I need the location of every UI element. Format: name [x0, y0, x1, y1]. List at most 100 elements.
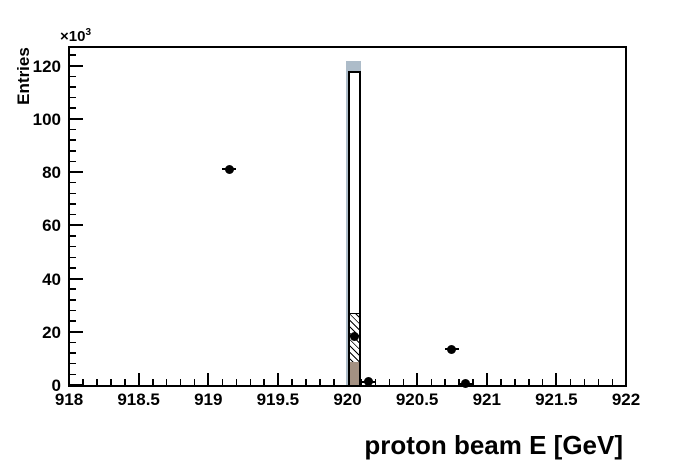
- x-minor-tick: [249, 379, 252, 385]
- histogram-bar-hatched: [349, 313, 360, 385]
- y-minor-tick: [69, 86, 76, 88]
- x-major-tick: [485, 373, 488, 385]
- y-minor-tick: [69, 362, 76, 365]
- x-minor-tick: [110, 379, 112, 385]
- y-minor-tick: [69, 150, 76, 152]
- x-minor-tick: [221, 379, 224, 385]
- x-minor-tick: [319, 379, 321, 385]
- y-major-tick: [69, 277, 83, 280]
- y-minor-tick: [69, 54, 76, 56]
- x-minor-tick: [82, 379, 84, 385]
- y-minor-tick: [69, 192, 76, 195]
- x-minor-tick: [124, 379, 126, 385]
- x-minor-tick: [235, 379, 238, 385]
- y-major-tick: [69, 171, 83, 174]
- y-minor-tick: [69, 245, 76, 248]
- x-minor-tick: [388, 379, 391, 385]
- y-minor-tick: [69, 96, 76, 99]
- x-axis-title: proton beam E [GeV]: [364, 430, 623, 460]
- x-minor-tick: [430, 379, 433, 385]
- y-tick-label: 40: [42, 269, 61, 289]
- x-tick-label: 920: [333, 390, 362, 409]
- y-axis-scale-label: ×103: [60, 27, 91, 45]
- x-minor-tick: [514, 379, 516, 385]
- y-minor-tick: [69, 309, 76, 312]
- x-tick-label: 918.5: [117, 390, 160, 409]
- y-minor-tick: [69, 320, 76, 322]
- x-major-tick: [276, 373, 279, 385]
- y-minor-tick: [69, 341, 76, 344]
- x-minor-tick: [611, 379, 614, 385]
- y-minor-tick: [69, 203, 76, 205]
- data-point-marker: [447, 344, 457, 354]
- x-tick-label: 922: [611, 390, 641, 409]
- y-minor-tick: [69, 256, 76, 258]
- x-minor-tick: [179, 379, 182, 385]
- y-minor-tick: [69, 107, 76, 109]
- x-minor-tick: [472, 379, 474, 385]
- x-minor-tick: [583, 379, 586, 385]
- y-major-tick: [69, 117, 83, 120]
- y-minor-tick: [69, 139, 76, 141]
- data-point-marker: [224, 164, 234, 174]
- x-major-tick: [555, 373, 558, 385]
- x-minor-tick: [500, 379, 502, 385]
- y-minor-tick: [69, 235, 76, 237]
- x-minor-tick: [333, 379, 335, 385]
- x-minor-tick: [193, 379, 196, 385]
- x-minor-tick: [165, 379, 168, 385]
- x-major-tick: [137, 373, 140, 385]
- x-minor-tick: [458, 379, 460, 385]
- y-major-tick: [69, 330, 83, 333]
- x-tick-label: 921: [472, 390, 501, 409]
- x-minor-tick: [374, 379, 377, 385]
- y-minor-tick: [69, 128, 76, 131]
- y-tick-label: 120: [32, 56, 61, 76]
- data-point-marker: [363, 377, 373, 387]
- y-tick-label: 80: [42, 163, 61, 183]
- x-major-tick: [207, 373, 210, 385]
- x-minor-tick: [569, 379, 572, 385]
- y-minor-tick: [69, 75, 76, 78]
- y-major-tick: [69, 64, 83, 67]
- y-minor-tick: [69, 267, 76, 269]
- y-minor-tick: [69, 213, 76, 216]
- scale-base: ×10: [60, 28, 86, 45]
- x-minor-tick: [291, 379, 293, 385]
- y-minor-tick: [69, 160, 76, 163]
- y-tick-label: 100: [32, 109, 61, 129]
- x-minor-tick: [305, 379, 307, 385]
- data-point-marker: [461, 379, 471, 389]
- y-minor-tick: [69, 288, 76, 290]
- data-point-marker: [349, 331, 359, 341]
- x-minor-tick: [96, 379, 98, 385]
- x-minor-tick: [263, 379, 265, 385]
- y-minor-tick: [69, 373, 76, 376]
- x-minor-tick: [541, 379, 544, 385]
- histogram-bar-white-outlined: [347, 70, 362, 385]
- x-tick-label: 919.5: [256, 390, 300, 409]
- y-minor-tick: [69, 299, 76, 301]
- x-major-tick: [416, 373, 419, 385]
- y-tick-label: 0: [51, 376, 61, 395]
- histogram-bar-tan-filled: [349, 361, 360, 385]
- x-tick-label: 918: [54, 390, 84, 409]
- x-minor-tick: [152, 379, 154, 385]
- x-minor-tick: [402, 379, 405, 385]
- y-major-tick: [69, 224, 83, 227]
- y-axis-title: Entries: [14, 47, 33, 105]
- y-minor-tick: [69, 352, 76, 354]
- x-tick-label: 921.5: [535, 390, 578, 409]
- x-minor-tick: [444, 379, 446, 385]
- y-tick-label: 20: [42, 322, 61, 342]
- plot-frame: [68, 46, 627, 387]
- y-tick-label: 60: [42, 216, 61, 236]
- y-minor-tick: [69, 181, 76, 184]
- x-tick-label: 920.5: [395, 390, 439, 409]
- scale-exponent: 3: [85, 27, 92, 38]
- x-minor-tick: [597, 379, 600, 385]
